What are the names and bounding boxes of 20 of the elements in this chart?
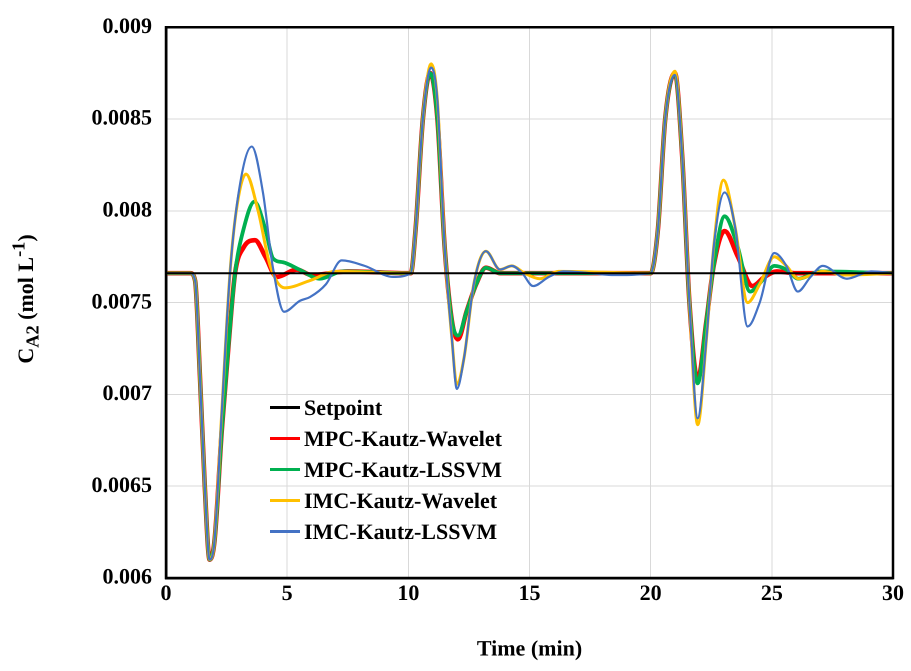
x-tick-label: 30 (882, 580, 904, 605)
legend-label: IMC-Kautz-Wavelet (304, 487, 498, 515)
legend-label: MPC-Kautz-LSSVM (304, 456, 502, 484)
legend-label: MPC-Kautz-Wavelet (304, 425, 502, 453)
y-tick-label: 0.0075 (92, 288, 152, 314)
x-tick-label: 0 (160, 580, 172, 605)
legend-label: Setpoint (304, 394, 382, 422)
y-tick-label: 0.007 (102, 380, 152, 406)
y-tick-label: 0.0085 (92, 104, 152, 130)
x-tick-label: 20 (640, 580, 662, 605)
x-tick-label: 10 (397, 580, 420, 605)
y-tick-label: 0.006 (102, 564, 152, 589)
x-axis-title: Time (min) (476, 635, 582, 660)
y-tick-label: 0.008 (102, 196, 152, 222)
x-tick-label: 5 (282, 580, 293, 605)
x-tick-label: 25 (760, 580, 783, 605)
legend-label: IMC-Kautz-LSSVM (304, 518, 498, 546)
x-tick-label: 15 (518, 580, 540, 605)
y-tick-label: 0.009 (102, 12, 152, 38)
y-tick-label: 0.0065 (92, 472, 152, 497)
